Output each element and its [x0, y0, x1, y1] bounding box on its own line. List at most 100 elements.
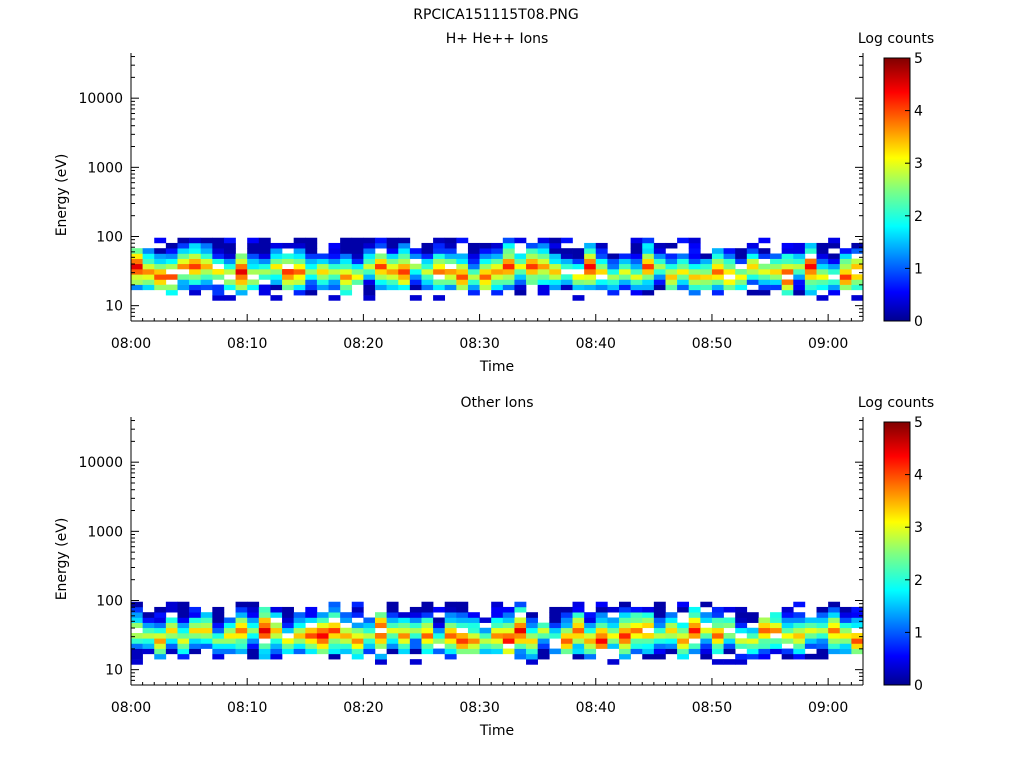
heatmap-cell — [851, 633, 864, 639]
heatmap-cell — [746, 643, 759, 649]
heatmap-cell — [386, 248, 399, 254]
heatmap-cell — [653, 653, 666, 660]
heatmap-cell — [804, 289, 817, 296]
heatmap-cell — [491, 633, 504, 639]
heatmap-cell — [444, 617, 457, 623]
heatmap-cell — [386, 638, 399, 644]
heatmap-cell — [746, 274, 759, 280]
heatmap-cell — [828, 279, 841, 285]
heatmap-cell — [816, 612, 829, 618]
heatmap-cell — [526, 638, 538, 644]
heatmap-cell — [282, 648, 294, 655]
heatmap-cell — [491, 627, 504, 634]
heatmap-cell — [502, 269, 515, 275]
heatmap-cell — [758, 237, 771, 244]
heatmap-cell — [758, 622, 771, 629]
heatmap-cell — [537, 237, 550, 244]
heatmap-cell — [642, 242, 655, 249]
heatmap-cell — [700, 263, 713, 270]
heatmap-cell — [537, 253, 550, 259]
heatmap-cell — [665, 284, 678, 291]
heatmap-cell — [328, 606, 341, 613]
heatmap-cell — [200, 248, 213, 254]
heatmap-cell — [758, 284, 771, 291]
heatmap-cell — [398, 242, 411, 249]
heatmap-cell — [223, 295, 236, 301]
heatmap-cell — [560, 237, 573, 244]
heatmap-cell — [595, 279, 608, 285]
heatmap-cell — [375, 253, 387, 259]
heatmap-cell — [142, 258, 155, 265]
heatmap-cell — [758, 279, 771, 285]
heatmap-cell — [619, 601, 631, 608]
heatmap-cell — [584, 622, 597, 629]
heatmap-cell — [607, 643, 620, 649]
heatmap-cell — [305, 253, 318, 259]
heatmap-cell — [282, 284, 294, 291]
heatmap-cell — [212, 248, 225, 254]
heatmap-cell — [375, 653, 387, 660]
heatmap-cell — [491, 289, 504, 296]
heatmap-cell — [398, 284, 411, 291]
heatmap-cell — [607, 627, 620, 634]
heatmap-cell — [235, 289, 248, 296]
heatmap-cell — [502, 638, 515, 644]
heatmap-cell — [793, 279, 806, 285]
heatmap-cell — [409, 638, 422, 644]
heatmap-cell — [735, 269, 748, 275]
heatmap-cell — [746, 638, 759, 644]
heatmap-cell — [607, 289, 620, 296]
heatmap-cell — [282, 612, 294, 618]
y-axis-label: Energy (eV) — [54, 154, 70, 237]
heatmap-cell — [177, 643, 190, 649]
heatmap-cell — [305, 612, 318, 618]
heatmap-cell — [595, 242, 608, 249]
heatmap-cell — [282, 279, 294, 285]
heatmap-cell — [595, 638, 608, 644]
heatmap-cell — [177, 612, 190, 618]
heatmap-cell — [584, 653, 597, 660]
heatmap-cell — [247, 606, 260, 613]
heatmap-cell — [839, 269, 852, 275]
heatmap-cell — [816, 638, 829, 644]
heatmap-cell — [189, 612, 202, 618]
heatmap-cell — [537, 633, 550, 639]
heatmap-cell — [746, 242, 759, 249]
heatmap-cell — [351, 622, 364, 629]
heatmap-cell — [328, 622, 341, 629]
heatmap-cell — [514, 284, 527, 291]
heatmap-cell — [560, 617, 573, 623]
heatmap-cell — [235, 622, 248, 629]
heatmap-cell — [456, 269, 469, 275]
heatmap-cell — [723, 269, 736, 275]
heatmap-cell — [444, 248, 457, 254]
heatmap-cell — [700, 627, 713, 634]
heatmap-cell — [351, 648, 364, 655]
heatmap-cell — [630, 269, 643, 275]
heatmap-cell — [270, 638, 283, 644]
heatmap-cell — [526, 258, 538, 265]
heatmap-cell — [270, 248, 283, 254]
heatmap-cell — [456, 638, 469, 644]
heatmap-cell — [444, 622, 457, 629]
heatmap-cell — [770, 617, 782, 623]
heatmap-cell — [131, 263, 143, 270]
heatmap-cell — [630, 617, 643, 623]
heatmap-cell — [502, 627, 515, 634]
heatmap-cell — [154, 617, 167, 623]
heatmap-cell — [479, 263, 492, 270]
heatmap-cell — [189, 279, 202, 285]
heatmap-cell — [770, 269, 782, 275]
heatmap-cell — [560, 606, 573, 613]
heatmap-cell — [456, 253, 469, 259]
heatmap-cell — [316, 274, 329, 280]
heatmap-cell — [444, 612, 457, 618]
heatmap-cell — [816, 248, 829, 254]
heatmap-cell — [479, 242, 492, 249]
heatmap-cell — [491, 617, 504, 623]
heatmap-cell — [386, 648, 399, 655]
heatmap-cell — [189, 258, 202, 265]
heatmap-cell — [642, 263, 655, 270]
heatmap-cell — [746, 617, 759, 623]
heatmap-cell — [142, 648, 155, 655]
